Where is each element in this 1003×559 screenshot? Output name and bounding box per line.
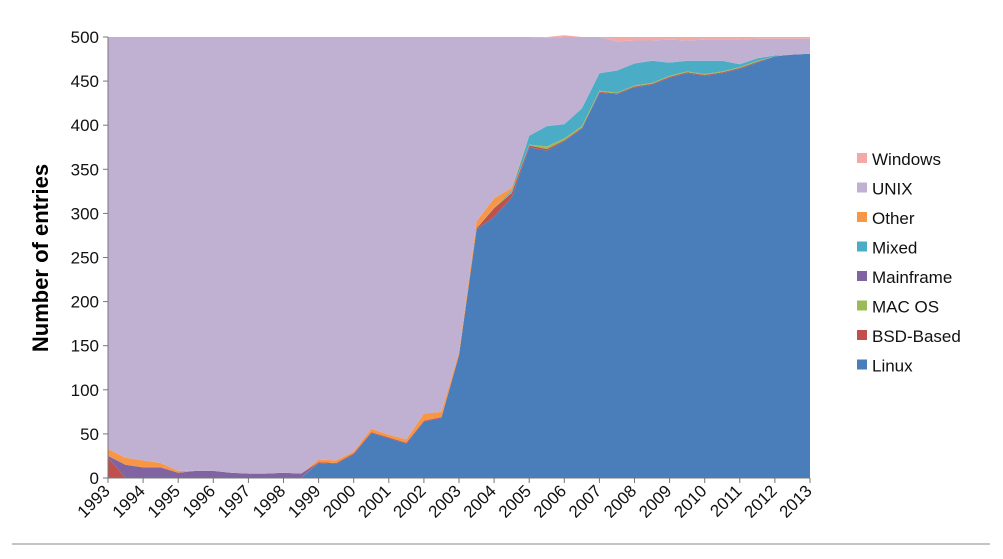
area-linux (108, 53, 810, 479)
x-tick-label: 2001 (354, 481, 394, 521)
x-tick-label: 2008 (600, 481, 640, 521)
legend-label-other: Other (872, 209, 915, 228)
y-tick-label: 150 (71, 337, 99, 356)
x-tick-label: 1999 (284, 481, 324, 521)
area-windows (108, 35, 810, 42)
legend-label-mixed: Mixed (872, 239, 917, 258)
x-tick-label: 2006 (530, 481, 570, 521)
x-tick-label: 2005 (495, 481, 535, 521)
legend-swatch-mixed (857, 241, 867, 252)
y-tick-label: 250 (71, 249, 99, 268)
y-tick-label: 200 (71, 293, 99, 312)
x-tick-label: 1994 (109, 481, 149, 521)
y-tick-label: 50 (80, 425, 99, 444)
x-tick-label: 2012 (741, 481, 781, 521)
x-tick-label: 2010 (670, 481, 710, 521)
chart-legend: Windows UNIX Other Mixed Mainframe MAC OS BSD-… (857, 150, 961, 376)
y-tick-label: 450 (71, 72, 99, 91)
legend-label-linux: Linux (872, 357, 913, 376)
y-tick-label: 100 (71, 381, 99, 400)
x-tick-label: 2004 (460, 481, 500, 521)
x-tick-label: 1993 (74, 481, 114, 521)
legend-swatch-bsd-based (857, 330, 867, 340)
chart-areas (108, 35, 810, 479)
legend-label-mac-os: MAC OS (872, 298, 939, 317)
legend-label-bsd-based: BSD-Based (872, 327, 961, 346)
x-tick-label: 2002 (390, 481, 430, 521)
y-axis-title: Number of entries (28, 164, 53, 352)
legend-swatch-unix (857, 182, 867, 193)
legend-label-mainframe: Mainframe (872, 268, 952, 287)
y-tick-label: 400 (71, 116, 99, 135)
y-tick-label: 0 (90, 469, 99, 488)
y-tick-label: 500 (71, 28, 99, 47)
x-tick-label: 2007 (565, 481, 605, 521)
legend-swatch-mainframe (857, 271, 867, 281)
area-unix (108, 37, 810, 474)
legend-swatch-linux (857, 359, 867, 370)
legend-label-unix: UNIX (872, 180, 913, 199)
legend-label-windows: Windows (872, 150, 941, 169)
x-tick-label: 2003 (425, 481, 465, 521)
x-tick-label: 2011 (706, 481, 745, 520)
legend-swatch-windows (857, 153, 867, 163)
x-tick-label: 2000 (319, 481, 359, 521)
x-tick-label: 2009 (635, 481, 675, 521)
legend-swatch-mac-os (857, 300, 867, 311)
x-tick-label: 1998 (249, 481, 289, 521)
x-tick-label: 1995 (144, 481, 184, 521)
x-tick-label: 1996 (179, 481, 219, 521)
legend-swatch-other (857, 212, 867, 222)
x-tick-label: 1997 (214, 481, 254, 521)
y-tick-label: 300 (71, 204, 99, 223)
x-tick-label: 2013 (776, 481, 816, 521)
y-tick-label: 350 (71, 160, 99, 179)
